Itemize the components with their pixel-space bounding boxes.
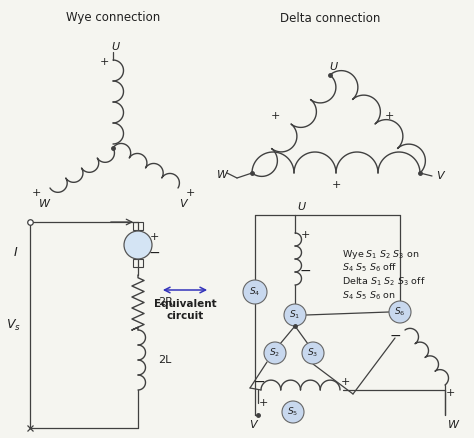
Text: W: W (38, 199, 49, 209)
Text: +: + (270, 111, 280, 121)
Text: −: − (299, 264, 311, 278)
Text: V: V (436, 171, 444, 181)
Text: $I$: $I$ (13, 246, 18, 258)
Text: Wye $S_1$ $S_2$ $S_3$ on: Wye $S_1$ $S_2$ $S_3$ on (342, 248, 419, 261)
Text: +: + (31, 188, 41, 198)
Bar (133, 259, 143, 267)
Text: $S_4$ $S_5$ $S_6$ off: $S_4$ $S_5$ $S_6$ off (342, 262, 397, 275)
Text: +: + (384, 111, 394, 121)
Circle shape (282, 401, 304, 423)
Text: U: U (111, 42, 119, 52)
Text: $S_{6}$: $S_{6}$ (394, 306, 406, 318)
Text: $S_{1}$: $S_{1}$ (290, 309, 301, 321)
Text: +: + (100, 57, 109, 67)
Text: +: + (258, 398, 268, 408)
Text: V: V (179, 199, 187, 209)
Text: +: + (185, 188, 195, 198)
Text: −: − (253, 375, 265, 389)
Text: U: U (329, 62, 337, 72)
Text: Delta connection: Delta connection (280, 11, 380, 25)
Text: +: + (149, 232, 159, 242)
Text: $S_{2}$: $S_{2}$ (269, 347, 281, 359)
Circle shape (124, 231, 152, 259)
Text: $S_{5}$: $S_{5}$ (287, 406, 299, 418)
Circle shape (389, 301, 411, 323)
Text: +: + (331, 180, 341, 190)
Text: circuit: circuit (166, 311, 204, 321)
Text: $S_{4}$: $S_{4}$ (249, 286, 261, 298)
Text: 2R: 2R (158, 297, 173, 307)
Circle shape (284, 304, 306, 326)
Text: $S_4$ $S_5$ $S_6$ on: $S_4$ $S_5$ $S_6$ on (342, 290, 396, 303)
Text: U: U (297, 202, 305, 212)
Text: V: V (249, 420, 257, 430)
Text: $V_s$: $V_s$ (6, 318, 20, 332)
Circle shape (264, 342, 286, 364)
Text: 2L: 2L (158, 355, 172, 365)
Text: +: + (445, 388, 455, 398)
Text: +: + (340, 377, 350, 387)
Text: Wye connection: Wye connection (66, 11, 160, 25)
Circle shape (243, 280, 267, 304)
Bar (133, 222, 143, 230)
Text: W: W (217, 170, 228, 180)
Text: +: + (301, 230, 310, 240)
Text: −: − (148, 246, 160, 260)
Circle shape (302, 342, 324, 364)
Text: $S_{3}$: $S_{3}$ (308, 347, 319, 359)
Text: −: − (389, 329, 401, 343)
Text: W: W (447, 420, 458, 430)
Text: Delta $S_1$ $S_2$ $S_3$ off: Delta $S_1$ $S_2$ $S_3$ off (342, 276, 426, 289)
Text: Equivalent: Equivalent (154, 299, 216, 309)
